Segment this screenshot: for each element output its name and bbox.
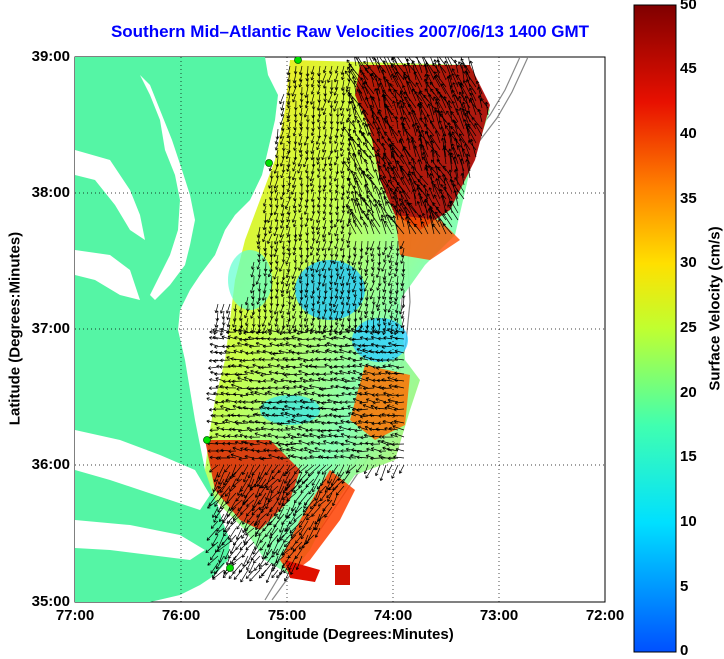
colorbar-tick: 40 [680, 125, 697, 142]
chesapeake-bay [140, 75, 195, 300]
colorbar [633, 4, 677, 653]
ytick: 37:00 [31, 320, 70, 337]
colorbar-tick: 5 [680, 578, 689, 595]
colorbar-tick: 20 [680, 384, 697, 401]
colorbar-tick: 0 [680, 642, 689, 659]
colorbar-tick: 10 [680, 513, 697, 530]
grid-lines [75, 57, 605, 602]
xtick: 72:00 [585, 607, 625, 624]
colorbar-tick: 30 [680, 254, 697, 271]
ytick: 39:00 [31, 48, 70, 65]
xtick: 74:00 [373, 607, 413, 624]
chart-title: Southern Mid–Atlantic Raw Velocities 200… [110, 22, 590, 41]
ytick: 38:00 [31, 184, 70, 201]
colorbar-tick: 35 [680, 190, 697, 207]
colorbar-tick: 25 [680, 319, 697, 336]
colorbar-tick: 15 [680, 448, 697, 465]
colorbar-label: Surface Velocity (cm/s) [706, 226, 724, 391]
velocity-arrows [205, 57, 489, 583]
ytick: 35:00 [31, 593, 70, 610]
radar-stations [203, 57, 302, 572]
y-axis-label: Latitude (Degrees:Minutes) [6, 231, 24, 426]
x-axis-label: Longitude (Degrees:Minutes) [246, 626, 454, 643]
high-speed-south [205, 440, 300, 530]
xtick: 75:00 [267, 607, 307, 624]
colorbar-tick: 45 [680, 60, 697, 77]
ytick: 36:00 [31, 456, 70, 473]
pamlico-sound [75, 430, 210, 510]
arrow-glyphs [205, 57, 489, 583]
xtick: 73:00 [479, 607, 519, 624]
xtick: 77:00 [55, 607, 95, 624]
xtick: 76:00 [161, 607, 201, 624]
colorbar-tick: 50 [680, 0, 697, 13]
